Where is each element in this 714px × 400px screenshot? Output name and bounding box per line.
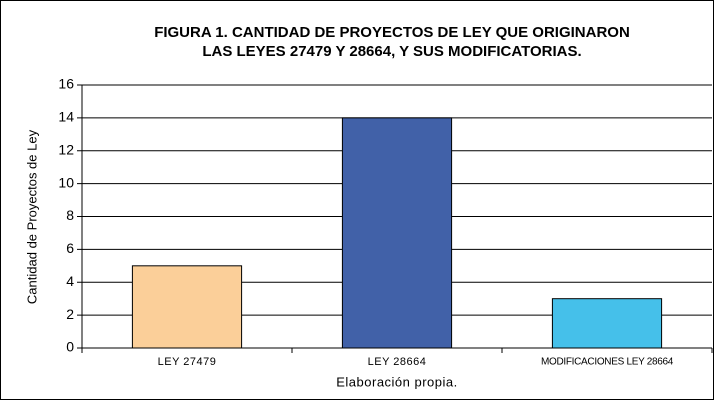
y-tick-label: 2 xyxy=(66,306,74,322)
x-axis-label: Elaboración propia. xyxy=(336,374,458,389)
y-tick-label: 16 xyxy=(58,76,74,92)
bar xyxy=(131,265,243,349)
y-tick-label: 14 xyxy=(58,109,74,125)
bar xyxy=(341,117,453,349)
x-tick-label: LEY 28664 xyxy=(368,356,427,368)
y-tick-label: 12 xyxy=(58,141,74,157)
x-tick-label: LEY 27479 xyxy=(158,356,217,368)
y-tick-label: 0 xyxy=(66,339,74,355)
y-tick-label: 8 xyxy=(66,207,74,223)
y-tick-label: 4 xyxy=(66,273,74,289)
y-tick-label: 6 xyxy=(66,240,74,256)
y-axis-label: Cantidad de Proyectos de Ley xyxy=(24,129,39,304)
x-tick-label: MODIFICACIONES LEY 28664 xyxy=(541,357,674,368)
chart-title: LAS LEYES 27479 Y 28664, Y SUS MODIFICAT… xyxy=(202,43,581,60)
chart-title: FIGURA 1. CANTIDAD DE PROYECTOS DE LEY Q… xyxy=(154,24,630,41)
bar xyxy=(551,298,663,349)
y-tick-label: 10 xyxy=(58,174,74,190)
